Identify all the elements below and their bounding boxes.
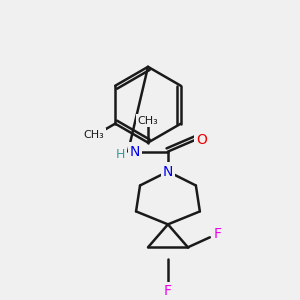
Text: O: O [196,133,207,147]
Text: F: F [164,284,172,298]
Text: N: N [163,164,173,178]
Text: F: F [214,227,222,241]
Text: N: N [130,145,140,159]
Text: CH₃: CH₃ [138,116,158,126]
Text: CH₃: CH₃ [84,130,105,140]
Text: H: H [116,148,125,161]
